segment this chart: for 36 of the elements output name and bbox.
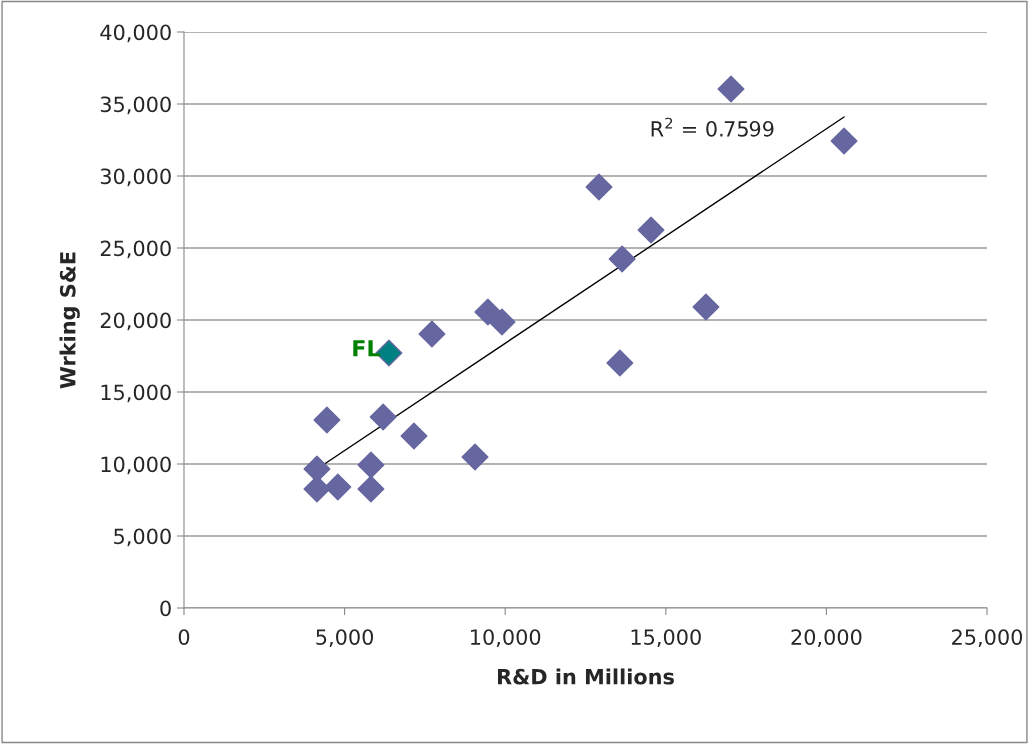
point (608, 245, 636, 273)
point (400, 422, 428, 450)
point (357, 475, 385, 503)
point (418, 320, 446, 348)
x-axis-title: R&D in Millions (498, 668, 674, 685)
point (585, 173, 613, 201)
x-tick-label: 25,000 (952, 629, 1023, 648)
point (474, 298, 502, 326)
x-tick-label: 0 (178, 629, 190, 645)
point (488, 308, 516, 336)
point (830, 127, 858, 155)
y-tick-label: 10,000 (101, 456, 171, 475)
y-tick-label: 15,000 (101, 384, 171, 403)
point (313, 406, 341, 434)
x-tick-label: 15,000 (631, 629, 701, 648)
annotation: FL (353, 340, 380, 357)
y-tick-label: 40,000 (100, 24, 171, 43)
point (324, 473, 352, 501)
point (369, 403, 397, 431)
point (606, 349, 634, 377)
point (357, 451, 385, 479)
annotation: R$^{2}$ = 0.7599 (651, 117, 774, 137)
y-tick-label: 20,000 (100, 312, 171, 331)
y-tick-label: 35,000 (100, 96, 171, 115)
point (637, 216, 665, 244)
y-tick-label: 25,000 (100, 240, 171, 259)
point (692, 293, 720, 321)
point (461, 443, 489, 471)
y-tick-label: 5,000 (114, 528, 171, 547)
x-tick-label: 20,000 (791, 629, 862, 648)
y-tick-label: 30,000 (100, 168, 171, 187)
x-tick-label: 5,000 (316, 629, 374, 648)
y-tick-label: 0 (160, 600, 171, 617)
x-tick-label: 10,000 (471, 629, 541, 648)
point (717, 75, 745, 103)
y-axis-title: Wrking S&E (59, 252, 80, 389)
